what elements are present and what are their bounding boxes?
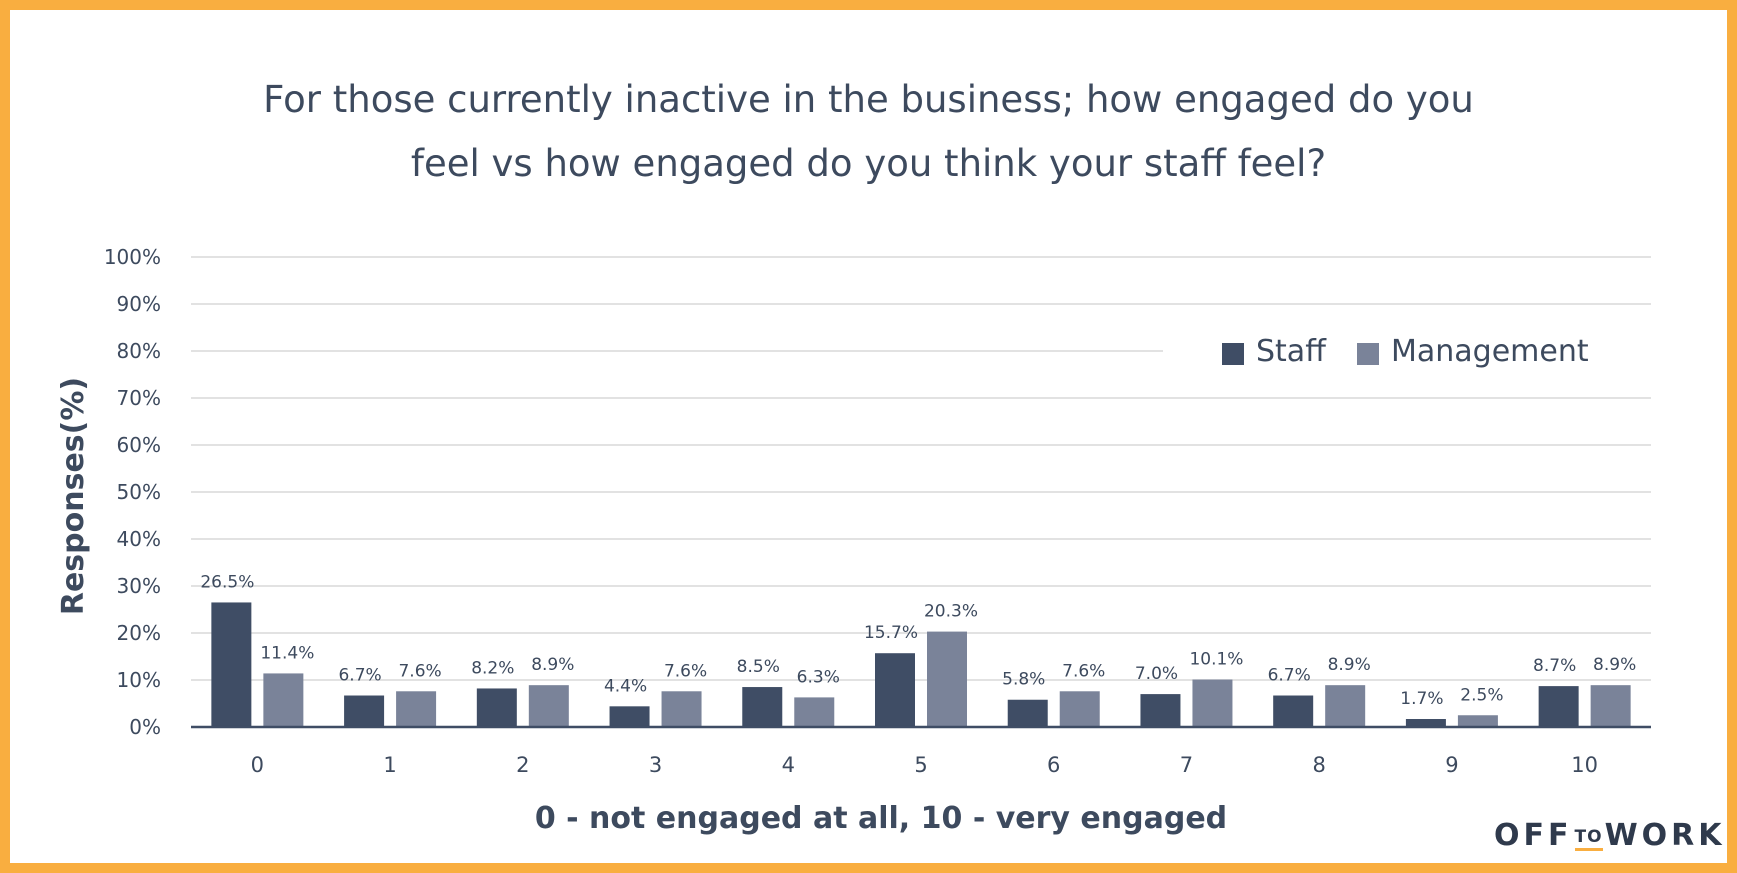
data-label: 7.6% (664, 661, 707, 681)
data-label: 15.7% (864, 623, 918, 643)
y-tick-label: 40% (117, 527, 161, 551)
x-tick-label: 5 (914, 753, 927, 777)
bar-staff-10 (1538, 686, 1579, 727)
logo-text: OFF (1494, 818, 1573, 853)
y-tick-label: 30% (117, 574, 161, 598)
legend-swatch-management (1357, 343, 1379, 365)
y-tick-label: 20% (117, 621, 161, 645)
bar-management-0 (263, 673, 304, 727)
data-label: 8.5% (737, 657, 780, 677)
bar-staff-1 (344, 695, 385, 727)
chart-title-line-2: feel vs how engaged do you think your st… (410, 142, 1327, 185)
x-tick-label: 0 (251, 753, 264, 777)
x-tick-label: 2 (516, 753, 529, 777)
y-tick-label: 50% (117, 480, 161, 504)
x-tick-label: 10 (1571, 753, 1598, 777)
chart-title-line-1: For those currently inactive in the busi… (263, 78, 1474, 121)
data-label: 2.5% (1460, 685, 1503, 705)
data-label: 8.7% (1533, 656, 1576, 676)
bar-management-3 (661, 691, 702, 727)
bar-management-8 (1325, 685, 1366, 727)
bar-staff-5 (875, 653, 915, 727)
bar-staff-7 (1140, 694, 1181, 727)
y-tick-label: 100% (104, 245, 161, 269)
legend-background (1163, 330, 1653, 375)
bar-management-2 (528, 685, 569, 727)
x-tick-label: 9 (1445, 753, 1458, 777)
offtowork-logo: OFF TO WORK (1494, 818, 1726, 853)
data-label: 6.7% (1268, 666, 1311, 686)
bar-staff-2 (476, 688, 517, 727)
x-tick-label: 6 (1047, 753, 1060, 777)
y-tick-label: 80% (117, 339, 161, 363)
data-label: 6.7% (338, 666, 381, 686)
x-tick-label: 4 (782, 753, 795, 777)
y-tick-label: 10% (117, 668, 161, 692)
data-label: 7.0% (1135, 664, 1178, 684)
bar-staff-0 (211, 602, 252, 727)
x-tick-label: 8 (1312, 753, 1325, 777)
data-label: 4.4% (604, 676, 647, 696)
y-axis-label: Responses(%) (56, 377, 91, 615)
data-label: 7.6% (1062, 661, 1105, 681)
x-tick-label: 1 (383, 753, 396, 777)
y-tick-label: 60% (117, 433, 161, 457)
bar-management-4 (794, 697, 835, 727)
data-label: 5.8% (1002, 670, 1045, 690)
data-label: 8.9% (1328, 655, 1371, 675)
y-tick-label: 70% (117, 386, 161, 410)
bar-management-9 (1457, 715, 1498, 727)
x-axis-label: 0 - not engaged at all, 10 - very engage… (535, 801, 1227, 836)
data-label: 8.9% (531, 655, 574, 675)
bar-staff-4 (742, 687, 783, 727)
data-label: 26.5% (200, 572, 254, 592)
bar-staff-3 (609, 706, 650, 727)
data-label: 8.9% (1593, 655, 1636, 675)
x-tick-label: 7 (1180, 753, 1193, 777)
x-tick-label: 3 (649, 753, 662, 777)
data-label: 1.7% (1400, 689, 1443, 709)
legend-label-management: Management (1391, 334, 1589, 369)
y-tick-label: 0% (129, 715, 161, 739)
bar-staff-9 (1405, 719, 1446, 727)
logo-text: TO (1574, 828, 1603, 851)
bar-management-5 (927, 631, 967, 727)
data-label: 8.2% (471, 658, 514, 678)
bar-management-1 (396, 691, 437, 727)
bar-staff-6 (1007, 699, 1048, 727)
bar-staff-8 (1273, 695, 1314, 727)
data-label: 11.4% (260, 643, 314, 663)
data-label: 20.3% (924, 602, 978, 622)
data-label: 10.1% (1189, 650, 1243, 670)
logo-text: WORK (1604, 818, 1726, 853)
data-label: 6.3% (797, 667, 840, 687)
legend-swatch-staff (1222, 343, 1244, 365)
data-label: 7.6% (398, 661, 441, 681)
bar-management-10 (1590, 685, 1631, 727)
bar-management-7 (1192, 679, 1233, 727)
legend-label-staff: Staff (1256, 334, 1327, 369)
bar-management-6 (1059, 691, 1100, 727)
y-tick-label: 90% (117, 292, 161, 316)
